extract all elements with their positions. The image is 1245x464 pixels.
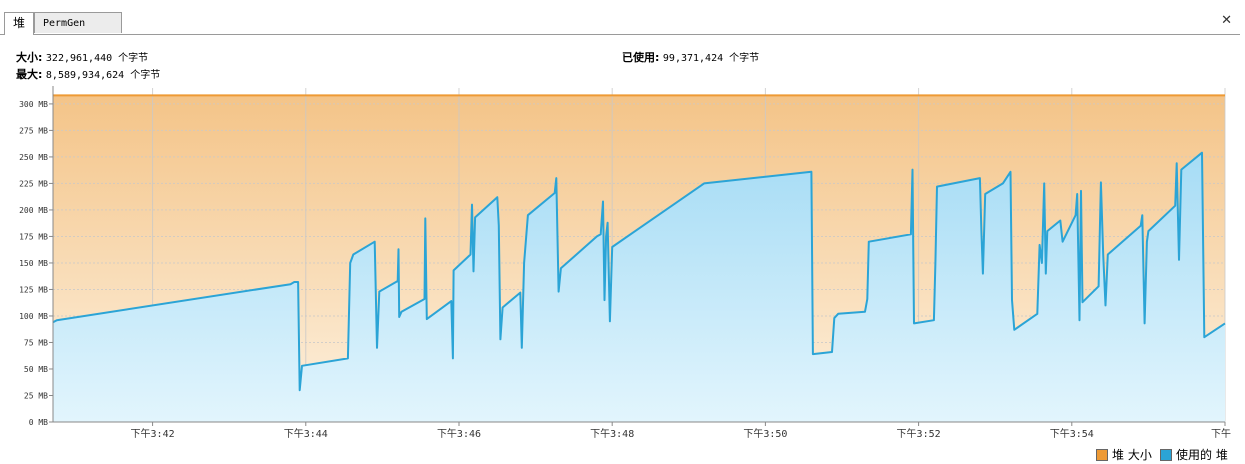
y-tick-label: 25 MB (24, 391, 48, 400)
heap-size-info: 大小: 322,961,440 个字节 (16, 49, 148, 65)
y-tick-label: 125 MB (19, 285, 48, 294)
y-tick-label: 100 MB (19, 312, 48, 321)
used-heap-line (52, 151, 1226, 392)
legend-label-heap-size: 堆 大小 (1112, 448, 1152, 462)
tab-permgen[interactable]: PermGen (34, 12, 122, 33)
tab-bar: 堆 PermGen ✕ (0, 12, 1240, 35)
legend-label-used-heap: 使用的 堆 (1176, 448, 1228, 462)
x-tick-label: 下午3:42 (131, 427, 175, 440)
x-tick-label: 下午 (1211, 427, 1231, 440)
y-tick-label: 150 MB (19, 259, 48, 268)
heap-max-label: 最大: (16, 68, 43, 81)
x-tick-label: 下午3:50 (743, 427, 787, 440)
legend-used-heap: 使用的 堆 (1160, 446, 1228, 463)
legend-heap-size: 堆 大小 (1096, 446, 1152, 463)
heap-used-label: 已使用: (622, 51, 660, 64)
x-tick-label: 下午3:44 (284, 427, 328, 440)
legend-swatch-heap-size (1096, 448, 1108, 461)
x-tick-label: 下午3:54 (1050, 427, 1094, 440)
y-tick-label: 300 MB (19, 100, 48, 109)
used-heap-area (53, 152, 1225, 422)
close-icon[interactable]: ✕ (1221, 13, 1232, 28)
y-tick-label: 175 MB (19, 232, 48, 241)
heap-used-value: 99,371,424 个字节 (662, 53, 760, 64)
x-tick-label: 下午3:46 (437, 427, 481, 440)
x-tick-label: 下午3:52 (897, 427, 941, 440)
x-tick-label: 下午3:48 (590, 427, 634, 440)
heap-size-value: 322,961,440 个字节 (45, 53, 149, 64)
y-tick-label: 75 MB (24, 338, 48, 347)
heap-max-info: 最大: 8,589,934,624 个字节 (16, 66, 160, 82)
y-tick-label: 225 MB (19, 179, 48, 188)
legend-swatch-used-heap (1160, 448, 1172, 461)
y-tick-label: 50 MB (24, 365, 48, 374)
y-tick-label: 200 MB (19, 206, 48, 215)
y-tick-label: 275 MB (19, 126, 48, 135)
y-tick-label: 0 MB (29, 418, 48, 427)
y-tick-label: 250 MB (19, 153, 48, 162)
heap-max-value: 8,589,934,624 个字节 (45, 70, 161, 81)
heap-used-info: 已使用: 99,371,424 个字节 (622, 49, 759, 65)
tab-heap[interactable]: 堆 (4, 12, 34, 35)
heap-size-label: 大小: (16, 51, 43, 64)
